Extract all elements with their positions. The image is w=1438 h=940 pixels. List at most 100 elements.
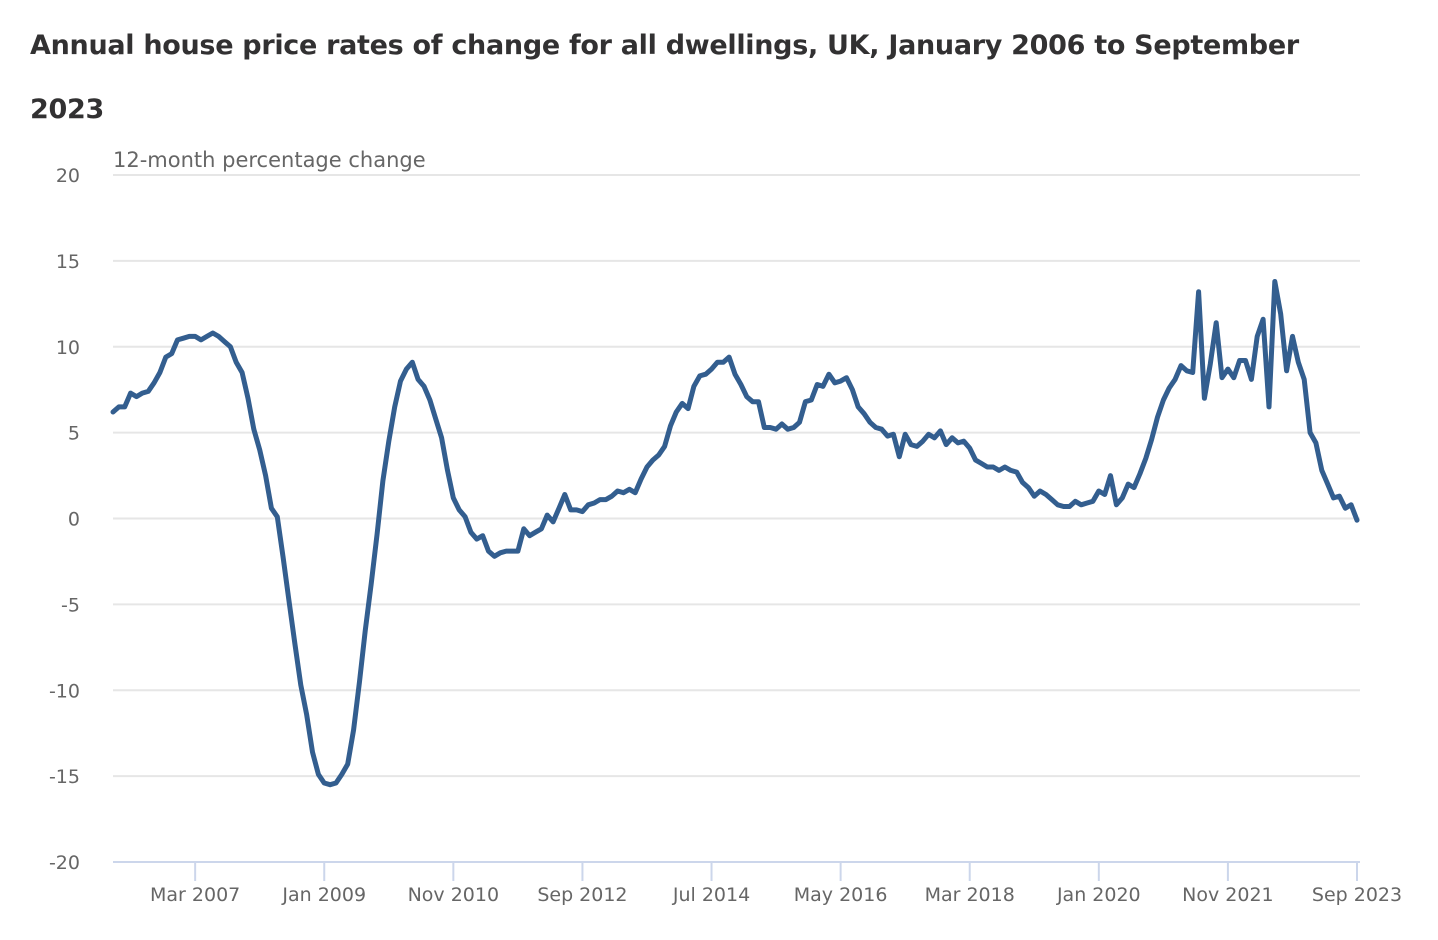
data-point[interactable] [615,488,621,494]
data-point[interactable] [538,526,544,532]
data-point[interactable] [1260,316,1266,322]
data-point[interactable] [691,383,697,389]
data-point[interactable] [1319,467,1325,473]
data-point[interactable] [1096,488,1102,494]
data-point[interactable] [861,411,867,417]
data-point[interactable] [1102,492,1108,498]
data-point[interactable] [415,376,421,382]
data-point[interactable] [1008,467,1014,473]
data-point[interactable] [409,359,415,365]
data-point[interactable] [767,425,773,431]
data-point[interactable] [1078,502,1084,508]
data-point[interactable] [286,598,292,604]
data-point[interactable] [1284,368,1290,374]
data-point[interactable] [885,433,891,439]
data-point[interactable] [1125,481,1131,487]
data-point[interactable] [450,495,456,501]
data-point[interactable] [509,548,515,554]
data-point[interactable] [1061,504,1067,510]
data-point[interactable] [1248,376,1254,382]
data-point[interactable] [398,378,404,384]
data-point[interactable] [1049,497,1055,503]
data-point[interactable] [210,330,216,336]
data-point[interactable] [990,464,996,470]
data-point[interactable] [1014,469,1020,475]
data-point[interactable] [1313,440,1319,446]
data-point[interactable] [1025,485,1031,491]
data-point[interactable] [480,533,486,539]
data-point[interactable] [503,548,509,554]
data-point[interactable] [1213,320,1219,326]
data-point[interactable] [791,425,797,431]
data-point[interactable] [984,464,990,470]
data-point[interactable] [1266,404,1272,410]
data-point[interactable] [386,438,392,444]
data-point[interactable] [280,555,286,561]
data-point[interactable] [1160,397,1166,403]
data-point[interactable] [844,375,850,381]
data-point[interactable] [368,581,374,587]
data-point[interactable] [973,457,979,463]
data-point[interactable] [1272,279,1278,285]
data-point[interactable] [134,394,140,400]
data-point[interactable] [814,382,820,388]
data-point[interactable] [1243,358,1249,364]
data-point[interactable] [169,351,175,357]
data-point[interactable] [955,440,961,446]
data-point[interactable] [1002,464,1008,470]
data-point[interactable] [1037,488,1043,494]
data-point[interactable] [1084,500,1090,506]
data-point[interactable] [1331,495,1337,501]
data-point[interactable] [685,406,691,412]
data-point[interactable] [849,387,855,393]
data-point[interactable] [192,333,198,339]
data-point[interactable] [292,641,298,647]
data-point[interactable] [339,771,345,777]
data-point[interactable] [1043,492,1049,498]
data-point[interactable] [1201,395,1207,401]
data-point[interactable] [550,519,556,525]
data-point[interactable] [544,512,550,518]
data-point[interactable] [838,378,844,384]
data-point[interactable] [750,399,756,405]
data-point[interactable] [697,373,703,379]
data-point[interactable] [175,337,181,343]
data-point[interactable] [157,370,163,376]
data-point[interactable] [638,476,644,482]
data-point[interactable] [1295,359,1301,365]
data-point[interactable] [110,409,116,415]
data-point[interactable] [579,509,585,515]
data-point[interactable] [820,383,826,389]
data-point[interactable] [996,467,1002,473]
data-point[interactable] [1178,363,1184,369]
data-point[interactable] [298,682,304,688]
data-point[interactable] [926,431,932,437]
data-point[interactable] [163,354,169,360]
data-point[interactable] [1237,358,1243,364]
data-point[interactable] [1184,368,1190,374]
data-point[interactable] [304,711,310,717]
data-point[interactable] [497,550,503,556]
data-point[interactable] [979,461,985,467]
data-point[interactable] [720,359,726,365]
data-point[interactable] [943,442,949,448]
data-point[interactable] [679,400,685,406]
data-point[interactable] [1031,493,1037,499]
data-point[interactable] [1336,493,1342,499]
data-point[interactable] [779,421,785,427]
data-point[interactable] [180,335,186,341]
data-point[interactable] [1155,414,1161,420]
data-point[interactable] [761,425,767,431]
data-point[interactable] [491,553,497,559]
data-point[interactable] [1172,376,1178,382]
data-point[interactable] [756,399,762,405]
data-point[interactable] [204,333,210,339]
data-point[interactable] [562,492,568,498]
data-point[interactable] [1342,505,1348,511]
data-point[interactable] [890,431,896,437]
data-point[interactable] [650,457,656,463]
data-point[interactable] [609,493,615,499]
data-point[interactable] [227,344,233,350]
data-point[interactable] [1072,498,1078,504]
data-point[interactable] [186,333,192,339]
